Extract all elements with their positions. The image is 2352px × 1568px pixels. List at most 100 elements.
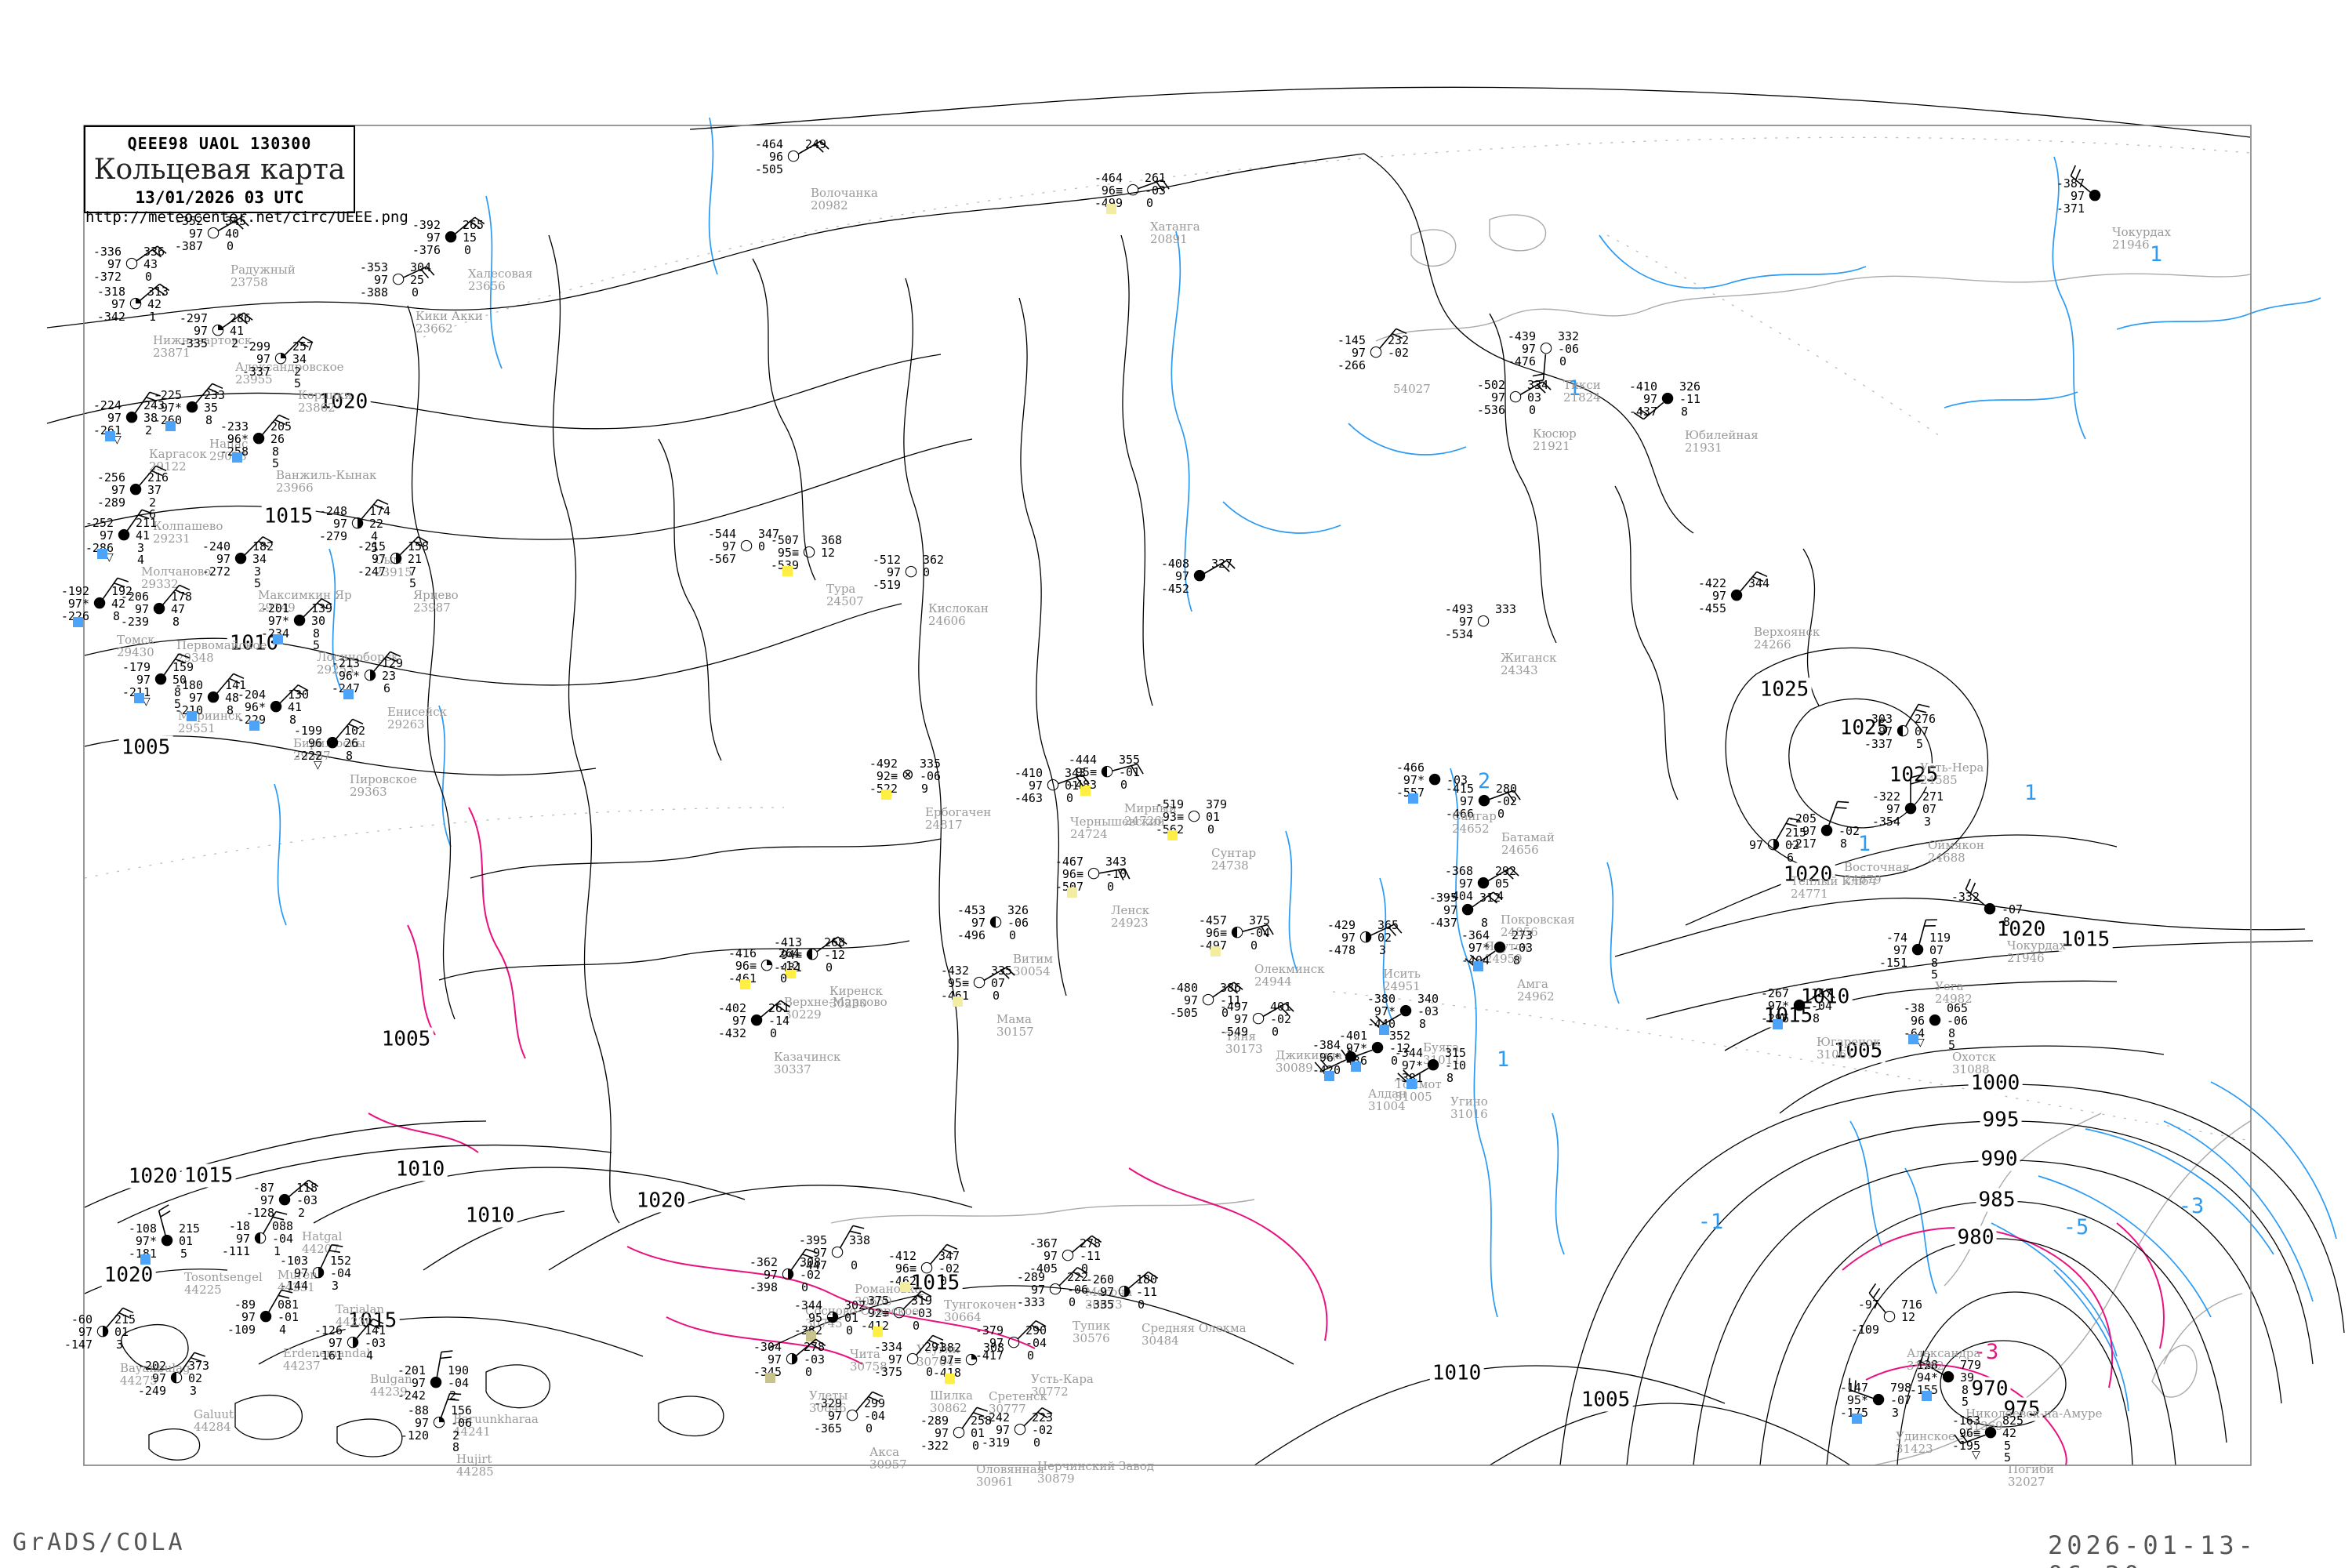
station-cloud-amount: 4 (366, 1348, 374, 1363)
station-tendency: -06 (1067, 1283, 1089, 1297)
station-temperature: -215 (357, 539, 386, 554)
station-dewpoint: -496 (956, 928, 985, 942)
map-datetime: 13/01/2026 03 UTC (135, 188, 304, 207)
station-dewpoint: -337 (1864, 737, 1893, 751)
station-tendency: 12 (821, 546, 836, 560)
station-extra-value: 5 (294, 376, 302, 390)
cloud-cover-icon: ● (750, 1011, 764, 1028)
station-pressure-msl: 286 (230, 311, 252, 325)
cloud-cover-icon: ◐ (253, 1229, 267, 1246)
station-temperature: -464 (1094, 171, 1123, 185)
station-tendency: -03 (296, 1193, 318, 1207)
station-cloud-amount: 3 (1892, 1406, 1900, 1420)
station-temperature: -457 (1198, 913, 1227, 927)
station-temperature: -368 (1444, 864, 1473, 878)
station-dewpoint: -335 (179, 336, 208, 350)
station-temperature: -413 (773, 935, 802, 949)
cloud-cover-icon: ○ (952, 1423, 966, 1440)
weather-marker-icon (881, 789, 891, 800)
station-weather-glyph: ▽ (314, 759, 322, 771)
tendency-label: 1 (2024, 780, 2038, 805)
station-dewpoint: -476 (1507, 354, 1536, 368)
isobar-label: 1020 (101, 1263, 156, 1287)
station-pressure-msl: 299 (864, 1396, 886, 1410)
station-temperature: -179 (122, 660, 151, 674)
station-tendency: -03 (911, 1306, 933, 1320)
map-title: Кольцевая карта (93, 154, 346, 186)
cloud-cover-icon: ● (1477, 791, 1491, 808)
cloud-cover-icon: ○ (1369, 343, 1383, 360)
station-dewpoint: -372 (93, 270, 122, 284)
station-pressure-msl: 205 (270, 419, 292, 434)
station-temperature: -493 (1444, 602, 1473, 616)
station-tendency: -12 (1389, 1041, 1411, 1055)
station-cloud-amount: 0 (846, 1323, 854, 1338)
station-pressure-group: 97 (235, 1232, 250, 1246)
front-layer (368, 807, 2165, 1466)
station-cloud-amount: 0 (1207, 822, 1215, 837)
station-tendency: -04 (1249, 926, 1271, 940)
station-extra-value: 5 (174, 697, 182, 711)
station-cloud-amount: 8 (1840, 837, 1848, 851)
wind-barb-icon (902, 1290, 932, 1310)
station-dewpoint: -404 (1444, 889, 1473, 903)
station-temperature: -410 (1014, 766, 1043, 780)
station-dewpoint: -222 (293, 749, 322, 763)
wind-barb-icon (1071, 1235, 1102, 1254)
station-tendency: -03 (1512, 941, 1534, 955)
wind-barb-icon (1489, 789, 1521, 803)
station-pressure-group: 95≡ (777, 546, 799, 560)
cloud-cover-icon: ⊗ (902, 766, 914, 783)
station-cloud-amount: 8 (1962, 1383, 1969, 1397)
cloud-cover-icon: ● (1820, 821, 1834, 838)
station-cloud-amount: 7 (409, 564, 417, 579)
cloud-cover-icon: ● (1399, 1001, 1413, 1018)
weather-marker-icon (765, 1373, 775, 1383)
station-dewpoint: -437 (1628, 405, 1657, 419)
station-pressure-msl: 313 (147, 285, 169, 299)
station-tendency: 0 (758, 539, 766, 554)
station-tendency: -04 (330, 1266, 352, 1280)
station-tendency: 01 (1206, 810, 1221, 824)
station-dewpoint: -376 (412, 243, 441, 257)
station-pressure-msl: 276 (1915, 712, 1936, 726)
cloud-cover-icon: ○ (391, 270, 405, 287)
station-tendency: -10 (1105, 867, 1127, 881)
wind-barb-icon (1262, 1003, 1294, 1018)
weather-marker-icon (187, 711, 197, 721)
station-cloud-amount: 8 (113, 609, 121, 623)
isobar-label: 995 (1980, 1108, 2022, 1132)
tendency-label: 1 (1496, 1047, 1510, 1072)
wind-barb-icon (222, 312, 253, 328)
station-dewpoint: -111 (221, 1244, 250, 1258)
station-pressure-group: 96≡ (1101, 183, 1123, 198)
wind-barb-icon (1127, 1271, 1159, 1290)
station-cloud-amount: 8 (1813, 1011, 1820, 1025)
station-name-id: Чокурдах 21946 (2112, 225, 2172, 252)
station-name-id: Хатанга 20891 (1150, 220, 1200, 246)
wind-barb-icon (797, 140, 829, 155)
station-temperature: -464 (754, 137, 783, 151)
wind-barb-icon (179, 1352, 205, 1374)
station-pressure-msl: 825 (2002, 1414, 2024, 1428)
station-name-id: 54027 (1393, 382, 1431, 396)
wind-barb-icon (139, 283, 170, 302)
station-cloud-amount: 2 (452, 1428, 460, 1443)
station-pressure-msl: 088 (272, 1219, 294, 1233)
station-pressure-group: 97 (1443, 903, 1457, 917)
isobar-label: 980 (1955, 1225, 1997, 1250)
station-cloud-amount: 0 (866, 1421, 873, 1436)
station-pressure-group: 97* (1468, 941, 1490, 955)
weather-marker-icon (343, 689, 354, 699)
wind-barb-icon (1739, 571, 1768, 593)
station-temperature: -429 (1327, 918, 1356, 932)
station-name-id: Bulgan 44239 (370, 1372, 412, 1399)
station-cloud-amount: 0 (1027, 1348, 1035, 1363)
station-cloud-amount: 6 (1787, 851, 1795, 865)
wind-barb-icon (355, 1318, 384, 1340)
station-name-id: Акса 30957 (869, 1445, 907, 1472)
weather-marker-icon (740, 979, 750, 989)
station-pressure-group: 97 (426, 230, 441, 245)
